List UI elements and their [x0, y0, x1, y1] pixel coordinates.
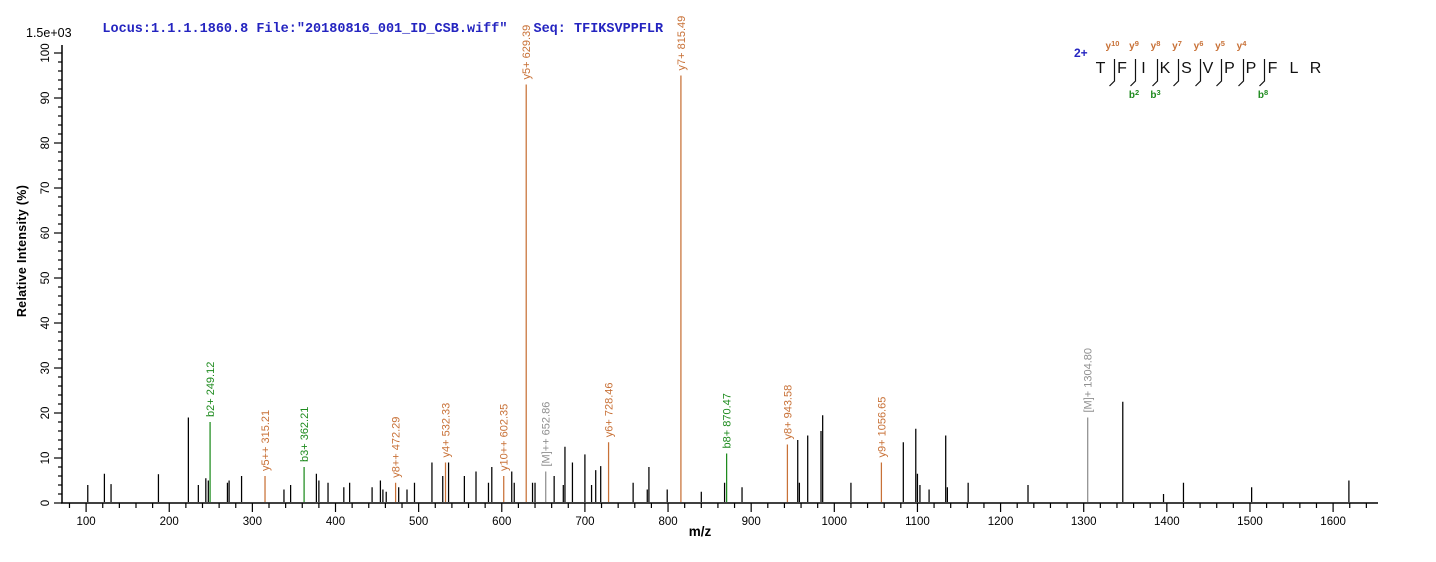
- cleavage-marker: [1172, 57, 1182, 88]
- svg-text:1100: 1100: [905, 516, 930, 528]
- y6-ion-label: y6: [1193, 38, 1204, 53]
- svg-text:200: 200: [160, 516, 179, 528]
- residue-6: V: [1202, 60, 1214, 77]
- peak-label: y9+ 1056.65: [876, 397, 888, 458]
- axes: [61, 45, 1378, 504]
- cleavage-marker: [1194, 57, 1204, 88]
- cleavage-marker: [1108, 57, 1118, 88]
- y7-ion-label: y7: [1172, 38, 1182, 53]
- cleavage-marker: [1258, 57, 1268, 88]
- cleavage-marker: [1215, 57, 1225, 88]
- svg-text:600: 600: [492, 516, 511, 528]
- svg-text:100: 100: [77, 516, 96, 528]
- peak-label: b2+ 249.12: [205, 362, 217, 417]
- peak-label: y6+ 728.46: [604, 383, 616, 438]
- svg-text:90: 90: [40, 92, 52, 105]
- y8-ion-label: y8: [1150, 38, 1161, 53]
- peak-label: [M]+ 1304.80: [1083, 348, 1095, 413]
- svg-text:70: 70: [40, 182, 52, 195]
- svg-text:40: 40: [40, 317, 52, 330]
- svg-text:10: 10: [40, 452, 52, 465]
- svg-text:100: 100: [40, 43, 52, 62]
- svg-text:300: 300: [243, 516, 262, 528]
- tick-marks: [54, 52, 1367, 512]
- y-axis-title: Relative Intensity (%): [15, 184, 29, 318]
- residue-1: T: [1095, 60, 1106, 77]
- y9-ion-label: y9: [1129, 38, 1139, 53]
- peak-label: y8+ 943.58: [782, 385, 794, 440]
- y5-ion-label: y5: [1215, 38, 1225, 53]
- svg-text:1300: 1300: [1071, 516, 1097, 528]
- svg-text:1000: 1000: [822, 516, 848, 528]
- svg-text:1500: 1500: [1237, 516, 1263, 528]
- svg-text:50: 50: [40, 272, 52, 285]
- residue-4: K: [1159, 60, 1171, 77]
- residue-3: I: [1141, 60, 1146, 77]
- tick-labels: 0 10 20 30 40 50 60 70 80 90 100 100 200 300 400 500 600…: [40, 43, 1346, 528]
- peak-label: b8+ 870.47: [722, 393, 734, 448]
- precursor-charge: 2+: [1074, 46, 1088, 60]
- svg-text:900: 900: [742, 516, 761, 528]
- b8-ion-label: b8: [1257, 87, 1269, 102]
- svg-text:1600: 1600: [1320, 516, 1346, 528]
- peak-label: y5+ 629.39: [521, 25, 533, 80]
- b3-ion-label: b3: [1150, 87, 1161, 102]
- svg-text:1200: 1200: [988, 516, 1014, 528]
- cleavage-marker: [1129, 57, 1139, 88]
- svg-text:800: 800: [658, 516, 677, 528]
- intensity-scale-note: 1.5e+03: [26, 26, 72, 40]
- cleavage-marker: [1237, 57, 1247, 88]
- y4-ion-label: y4: [1236, 38, 1247, 53]
- residue-2: F: [1117, 60, 1127, 77]
- svg-text:80: 80: [40, 137, 52, 150]
- residue-10: L: [1289, 60, 1299, 77]
- peak-label: y7+ 815.49: [676, 16, 688, 71]
- svg-text:700: 700: [575, 516, 594, 528]
- residue-9: F: [1267, 60, 1278, 77]
- peaks: [87, 75, 1350, 502]
- residue-7: P: [1224, 60, 1235, 77]
- locus-file-text: Locus:1.1.1.1860.8 File:"20180816_001_ID…: [102, 22, 508, 37]
- svg-text:400: 400: [326, 516, 345, 528]
- peak-labels: b2+ 249.12 y5++ 315.21 b3+ 362.21 y8++ 472.…: [205, 16, 1095, 478]
- svg-text:60: 60: [40, 227, 52, 240]
- residue-11: R: [1309, 60, 1322, 77]
- x-axis-title: m/z: [688, 524, 712, 539]
- peak-label: y5++ 315.21: [260, 410, 272, 471]
- cleavage-marker: [1151, 57, 1161, 88]
- peak-label: [M]++ 652.86: [541, 402, 553, 467]
- svg-text:20: 20: [40, 407, 52, 420]
- peak-label: y4+ 532.33: [441, 403, 453, 458]
- peak-label: y8++ 472.29: [391, 417, 403, 478]
- svg-text:500: 500: [409, 516, 428, 528]
- svg-text:30: 30: [40, 362, 52, 375]
- svg-text:1400: 1400: [1154, 516, 1180, 528]
- spectrum-header: Locus:1.1.1.1860.8 File:"20180816_001_ID…: [70, 7, 663, 52]
- residue-5: S: [1181, 60, 1192, 77]
- residue-8: P: [1245, 60, 1257, 77]
- svg-text:0: 0: [40, 500, 52, 506]
- y10-ion-label: y10: [1105, 38, 1120, 53]
- sequence-text: Seq: TFIKSVPPFLR: [533, 22, 664, 37]
- peak-label: y10++ 602.35: [499, 404, 511, 471]
- b2-ion-label: b2: [1128, 87, 1140, 102]
- peak-label: b3+ 362.21: [299, 407, 311, 462]
